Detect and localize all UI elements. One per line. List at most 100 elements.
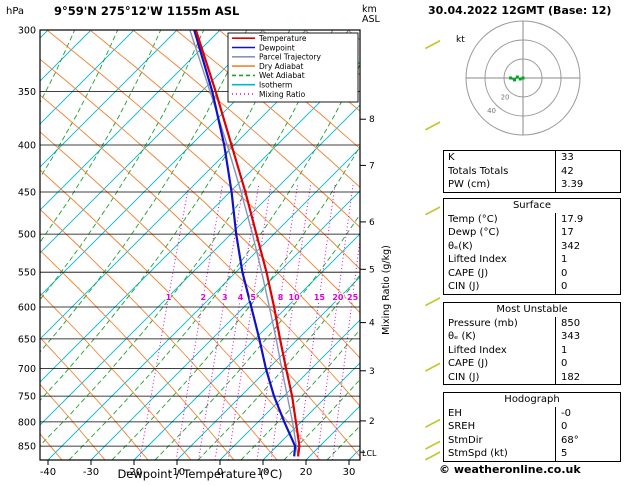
row-label: StmSpd (kt) <box>444 447 556 461</box>
table-row: CIN (J) 182 <box>444 370 620 384</box>
table-row: Totals Totals 42 <box>444 164 620 178</box>
row-value: 17.9 <box>561 213 584 225</box>
table-row: PW (cm) 3.39 <box>444 178 620 192</box>
table-section-title: Hodograph <box>504 394 560 405</box>
svg-text:800: 800 <box>18 417 36 428</box>
table-row: Pressure (mb) 850 <box>444 316 620 330</box>
row-value: 17 <box>561 227 574 238</box>
svg-text:20: 20 <box>332 293 344 302</box>
curve-dewpoint <box>193 30 297 457</box>
row-value: 850 <box>561 317 581 329</box>
mixing-ratio-axis-label: Mixing Ratio (g/kg) <box>381 245 392 335</box>
svg-text:750: 750 <box>18 392 36 403</box>
row-label: CAPE (J) <box>444 357 556 371</box>
svg-text:-40: -40 <box>40 467 56 478</box>
copyright: © weatheronline.co.uk <box>439 463 581 476</box>
row-value: 0 <box>561 421 568 432</box>
x-axis-label: Dewpoint / Temperature (°C) <box>117 467 282 481</box>
legend-label: Temperature <box>258 34 307 43</box>
row-value: 342 <box>561 240 581 252</box>
row-value: 1 <box>561 344 568 356</box>
svg-text:600: 600 <box>18 303 36 314</box>
legend-label: Dewpoint <box>259 43 295 52</box>
svg-text:5: 5 <box>369 265 375 275</box>
legend-label: Isotherm <box>259 81 292 90</box>
row-label: Dewp (°C) <box>444 226 556 240</box>
svg-text:-20: -20 <box>126 467 142 478</box>
lcl-label: LCL <box>362 449 377 458</box>
svg-text:10: 10 <box>257 467 270 478</box>
svg-text:400: 400 <box>18 141 36 152</box>
svg-text:6: 6 <box>369 218 375 228</box>
svg-text:30: 30 <box>343 467 356 478</box>
row-label: SREH <box>444 420 556 434</box>
table-row: K 33 <box>444 151 620 165</box>
mixing-ratio-lines <box>139 184 360 460</box>
table-row: θₑ(K) 342 <box>444 239 620 253</box>
legend-label: Parcel Trajectory <box>259 53 321 62</box>
hodograph-ring <box>484 39 562 117</box>
run-date: 30.04.2022 12GMT (Base: 12) <box>428 4 612 17</box>
altitude-unit-asl-label: ASL <box>362 14 381 25</box>
most-unstable-table: Most Unstable Pressure (mb) 850 θₑ (K) 343… <box>443 302 621 385</box>
svg-text:4: 4 <box>238 293 244 302</box>
row-label: CIN (J) <box>444 280 556 294</box>
svg-text:5: 5 <box>250 293 256 302</box>
svg-text:15: 15 <box>314 293 326 302</box>
km-ticks <box>360 118 366 422</box>
altitude-unit-km-label: km <box>362 4 377 15</box>
row-label: CIN (J) <box>444 370 556 384</box>
row-value: 0 <box>561 281 568 292</box>
svg-text:10: 10 <box>289 293 301 302</box>
row-value: 182 <box>561 371 581 383</box>
svg-text:-10: -10 <box>169 467 185 478</box>
table-row: SREH 0 <box>444 420 620 434</box>
svg-text:-30: -30 <box>83 467 99 478</box>
svg-text:2: 2 <box>201 293 207 302</box>
plot-overlays: 1 2 3 4 5 8 10 15 20 25-40 -30 -20 -10 0 10 20 308765432… <box>39 29 440 478</box>
row-label: θₑ (K) <box>444 330 556 344</box>
hodograph-ring <box>465 20 581 136</box>
row-label: EH <box>444 406 556 420</box>
row-label: Pressure (mb) <box>444 316 556 330</box>
legend-label: Dry Adiabat <box>259 62 303 71</box>
svg-text:550: 550 <box>18 268 36 279</box>
station-title: 9°59'N 275°12'W 1155m ASL <box>54 4 240 18</box>
svg-text:4: 4 <box>369 319 375 329</box>
surface-table: Surface Temp (°C) 17.9 Dewp (°C) 17 θₑ(K) 3… <box>443 198 621 295</box>
plot-area: 300 350 400 450 500 550 600 650 700 750 800 850 <box>18 26 360 460</box>
row-value: 0 <box>561 358 568 369</box>
indices-table: K 33 Totals Totals 42 PW (cm) 3.39 <box>443 150 621 193</box>
row-label: CAPE (J) <box>444 266 556 280</box>
row-value: 33 <box>561 152 574 163</box>
table-row: θₑ (K) 343 <box>444 330 620 344</box>
row-label: PW (cm) <box>444 178 556 192</box>
svg-text:650: 650 <box>18 334 36 345</box>
svg-text:25: 25 <box>347 293 359 302</box>
svg-text:7: 7 <box>369 161 375 171</box>
svg-text:350: 350 <box>18 87 36 98</box>
svg-text:3: 3 <box>222 293 228 302</box>
hodograph-unit-label: kt <box>456 35 465 45</box>
row-value: 42 <box>561 165 574 177</box>
hodograph-ring-label: 20 <box>501 93 510 101</box>
hodograph-ring-label: 40 <box>487 107 496 115</box>
wind-barbs <box>425 39 440 461</box>
svg-text:500: 500 <box>18 230 36 241</box>
row-label: StmDir <box>444 433 556 447</box>
pressure-labels: 300 350 400 450 500 550 600 650 700 750 800 850 <box>18 26 36 453</box>
hodograph-trace <box>510 76 524 81</box>
svg-text:700: 700 <box>18 364 36 375</box>
table-row: EH -0 <box>444 406 620 420</box>
table-row: Lifted Index 1 <box>444 253 620 267</box>
svg-text:450: 450 <box>18 188 36 199</box>
row-value: 5 <box>561 448 568 459</box>
row-label: Lifted Index <box>444 253 556 267</box>
svg-text:0: 0 <box>217 467 223 478</box>
row-label: Temp (°C) <box>444 212 556 226</box>
row-value: 68° <box>561 434 579 446</box>
